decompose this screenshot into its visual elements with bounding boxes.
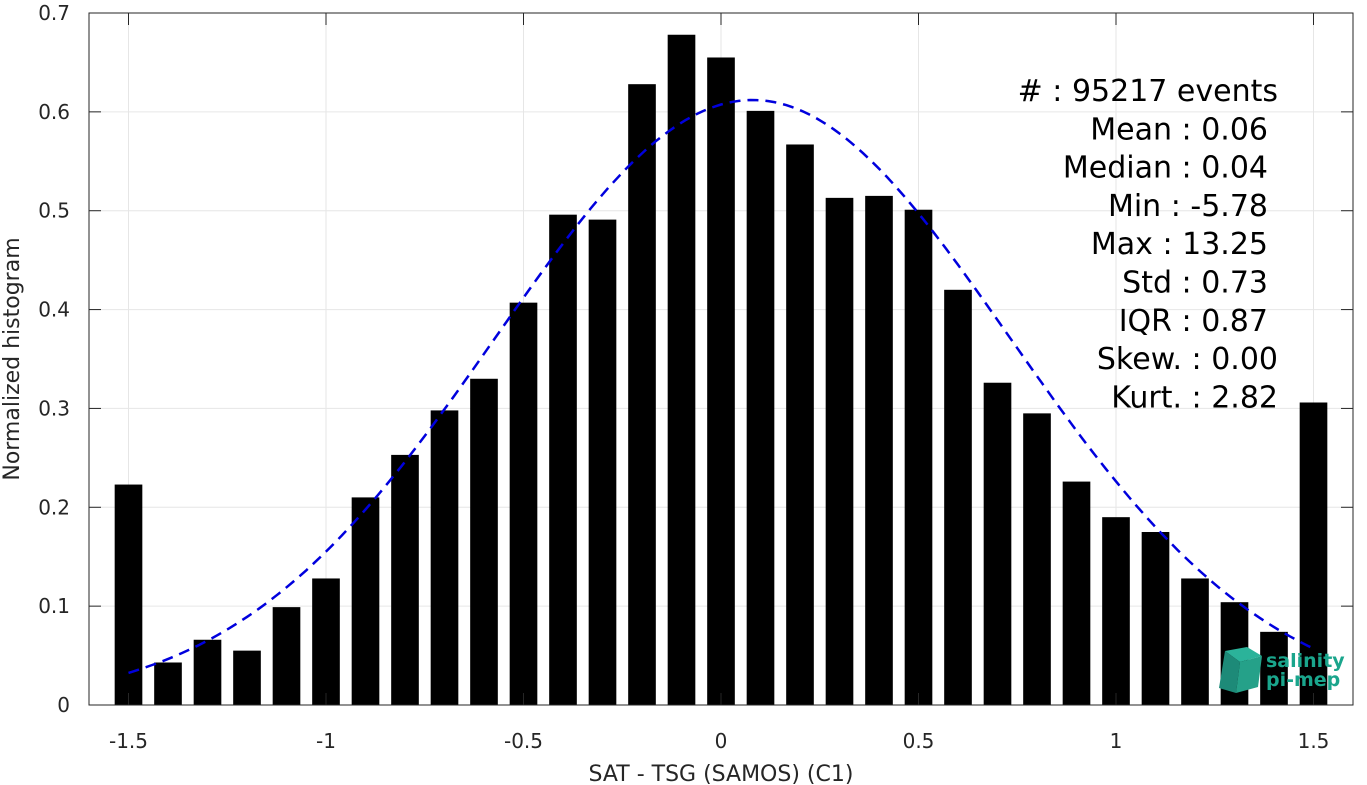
histogram-bar [391,454,419,705]
histogram-bar [786,144,814,706]
x-tick-label-6: 1.5 [1298,729,1330,753]
histogram-bar [628,84,656,706]
stat-line-2: Median : 0.04 [1063,151,1268,186]
x-tick-label-3: 0 [715,729,728,753]
y-tick-label-6: 0.6 [38,100,70,124]
bars-layer [114,34,1328,706]
y-axis-title: Normalized histogram [0,237,25,480]
histogram-bar [825,197,854,705]
histogram-bar [865,195,893,705]
histogram-bar [470,378,498,705]
histogram-bar [904,209,933,705]
y-tick-label-1: 0.1 [38,594,70,618]
logo-text-pi-mep: pi-mep [1266,669,1340,691]
histogram-bar [588,219,617,705]
y-tick-label-3: 0.3 [38,396,70,420]
histogram-bar [312,578,340,705]
histogram-bar [233,650,261,705]
histogram-bar [154,662,182,705]
stat-line-8: Kurt. : 2.82 [1111,380,1278,415]
histogram-bar [944,289,972,705]
y-tick-label-2: 0.2 [38,495,70,519]
histogram-bar [430,410,459,705]
histogram-bar [1299,402,1328,705]
y-tick-label-7: 0.7 [38,1,70,25]
stat-line-1: Mean : 0.06 [1090,112,1268,147]
histogram-bar [746,110,775,705]
y-tick-label-0: 0 [57,693,70,717]
x-tick-label-4: 0.5 [903,729,935,753]
ticks-layer [89,12,1353,706]
histogram-bar [351,497,380,705]
stat-line-6: IQR : 0.87 [1119,304,1268,339]
histogram-bar [1260,631,1288,705]
logo-cube-icon [1219,647,1262,693]
x-tick-labels: -1.5 -1 -0.5 0 0.5 1 1.5 [109,729,1329,753]
histogram-bar [509,302,538,705]
histogram-bar [667,34,696,705]
histogram-bar [1023,413,1051,705]
histogram-bar [549,214,577,705]
x-axis-title: SAT - TSG (SAMOS) (C1) [589,762,854,785]
salinity-pimep-logo: salinity pi-mep [1219,647,1345,693]
histogram-bar [707,57,735,705]
stat-line-4: Max : 13.25 [1091,227,1268,262]
histogram-bar [1181,578,1209,705]
x-tick-label-0: -1.5 [109,729,148,753]
histogram-bar [1141,532,1170,705]
x-tick-label-1: -1 [316,729,336,753]
x-tick-label-2: -0.5 [504,729,543,753]
stat-line-3: Min : -5.78 [1108,189,1268,224]
histogram-bar [983,382,1012,705]
histogram-bar [193,639,222,705]
stat-line-5: Std : 0.73 [1122,266,1268,301]
stat-line-0: # : 95217 events [1018,74,1278,109]
histogram-bar [1062,481,1091,705]
normal-fit-curve [128,98,1315,675]
histogram-bar [272,607,301,705]
histogram-bar [114,484,143,705]
y-tick-labels: 0 0.1 0.2 0.3 0.4 0.5 0.6 0.7 [38,1,70,717]
histogram-bar [1102,517,1130,705]
y-tick-label-4: 0.4 [38,298,70,322]
y-tick-label-5: 0.5 [38,199,70,223]
logo-text-salinity: salinity [1266,650,1345,672]
x-tick-label-5: 1 [1110,729,1123,753]
stat-line-7: Skew. : 0.00 [1097,342,1278,377]
